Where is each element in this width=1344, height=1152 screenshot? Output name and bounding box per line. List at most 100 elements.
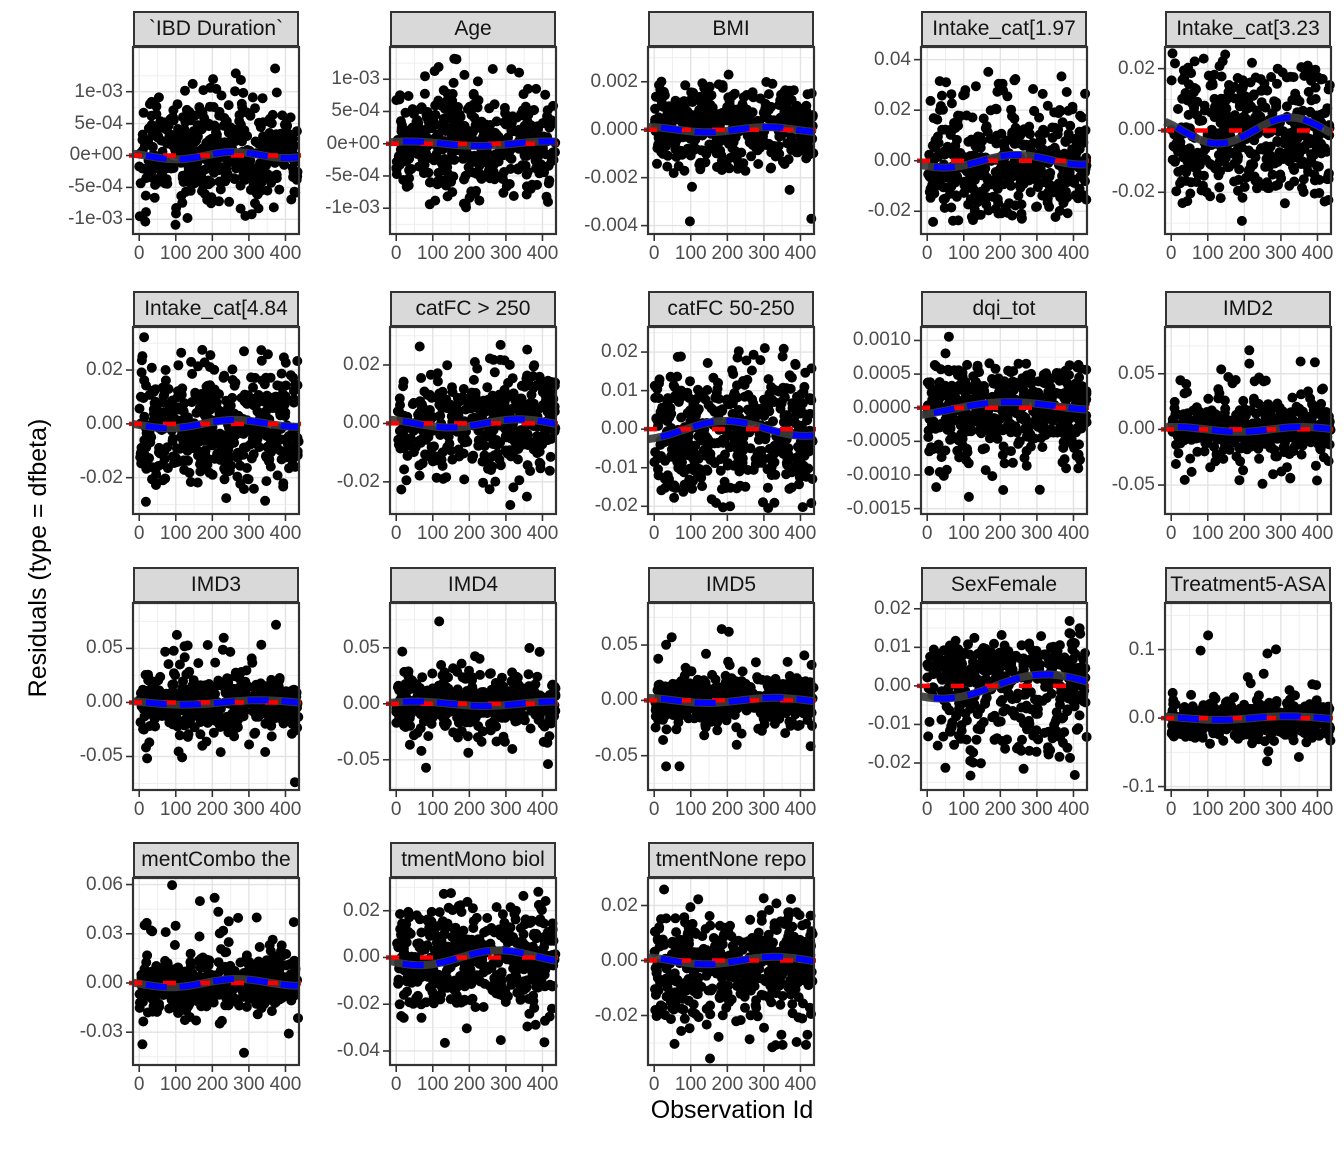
point [488, 392, 498, 403]
point [1070, 133, 1081, 144]
x-tick-label: 300 [748, 243, 780, 264]
x-tick-label: 400 [1301, 523, 1334, 544]
point [773, 141, 784, 151]
point [751, 405, 762, 416]
point [543, 160, 554, 171]
y-tick-label: -1e-03 [325, 197, 380, 219]
point [980, 465, 991, 476]
point [487, 461, 498, 472]
point [998, 485, 1009, 495]
point [1039, 378, 1050, 389]
facet-1: `IBD Duration` 1e-03 5e-04 0e+00 -5e-04 -1e-0… [45, 11, 309, 270]
point [725, 501, 736, 512]
facet-strip: `IBD Duration` [133, 11, 299, 47]
point [702, 144, 713, 155]
point [1236, 86, 1247, 97]
point [1061, 463, 1072, 474]
point [429, 441, 439, 452]
point [271, 87, 282, 98]
point [391, 156, 402, 167]
point [1258, 376, 1269, 387]
point [134, 403, 145, 414]
point [292, 450, 303, 461]
point [215, 184, 226, 195]
point [1215, 193, 1226, 204]
y-tick-label: -0.02 [1111, 181, 1155, 203]
point [711, 135, 722, 146]
y-tick-label: -0.004 [584, 214, 638, 236]
point [786, 482, 797, 493]
point [1256, 143, 1267, 154]
facet-10: IMD2 0.05 0.00 -0.05 0 100 200 300 400 [1077, 291, 1341, 550]
point [1042, 100, 1053, 111]
point [276, 368, 287, 379]
point [1296, 389, 1307, 400]
point [173, 386, 183, 397]
facet-11: IMD3 0.05 0.00 -0.05 0 100 200 300 400 [45, 567, 309, 826]
point [437, 460, 448, 471]
point [433, 167, 444, 178]
point [242, 473, 253, 484]
point [957, 440, 968, 451]
point [168, 413, 179, 424]
facet-title: Intake_cat[3.23 [1176, 17, 1320, 40]
point [732, 380, 742, 391]
point [545, 451, 556, 462]
point [1216, 364, 1227, 375]
facet-strip: IMD3 [133, 567, 299, 603]
x-tick-label: 0 [390, 523, 402, 544]
facet-strip: IMD2 [1165, 291, 1331, 327]
panel-border [919, 325, 1089, 516]
smooth-dashed-line [389, 416, 557, 431]
facet-strip: Intake_cat[3.23 [1165, 11, 1331, 47]
point [1175, 178, 1186, 189]
point [151, 412, 162, 423]
point [289, 186, 300, 197]
x-tick-label: 100 [947, 523, 980, 544]
point [678, 467, 689, 478]
point [1054, 368, 1065, 379]
scatter-panel [1158, 325, 1336, 521]
point [963, 167, 974, 178]
point [953, 370, 963, 381]
point [1259, 78, 1270, 89]
point [507, 126, 518, 137]
y-tick-label: 0.000 [590, 118, 638, 140]
point [221, 493, 232, 504]
point [1209, 441, 1220, 452]
point [197, 344, 208, 355]
point [1261, 153, 1272, 164]
x-tick-label: 100 [1191, 523, 1224, 544]
x-tick-label: 300 [490, 243, 522, 264]
x-tick-label: 400 [784, 523, 817, 544]
point [1214, 182, 1225, 193]
point [690, 111, 701, 122]
point [1013, 358, 1024, 369]
y-tick-label: 0.04 [874, 48, 911, 70]
x-tick-label: 0 [390, 243, 402, 264]
y-tick-label: -0.0005 [846, 430, 911, 452]
point [227, 364, 238, 375]
point [268, 139, 279, 150]
point [1269, 96, 1280, 107]
point [206, 192, 217, 203]
smooth-dashed-line [132, 416, 300, 432]
point [170, 145, 181, 156]
point [281, 452, 292, 463]
point [723, 115, 733, 125]
point [232, 471, 243, 482]
point [702, 358, 713, 368]
point [706, 494, 717, 505]
x-tick-label: 0 [1165, 523, 1177, 544]
point [1167, 414, 1178, 425]
point [248, 483, 259, 494]
point [946, 89, 957, 100]
point [203, 179, 214, 190]
facet-title: IMD3 [190, 573, 242, 596]
point [1216, 71, 1227, 82]
point [490, 476, 501, 487]
point [1199, 100, 1210, 111]
panel-border [388, 45, 558, 236]
point [226, 437, 237, 447]
point [165, 114, 176, 124]
